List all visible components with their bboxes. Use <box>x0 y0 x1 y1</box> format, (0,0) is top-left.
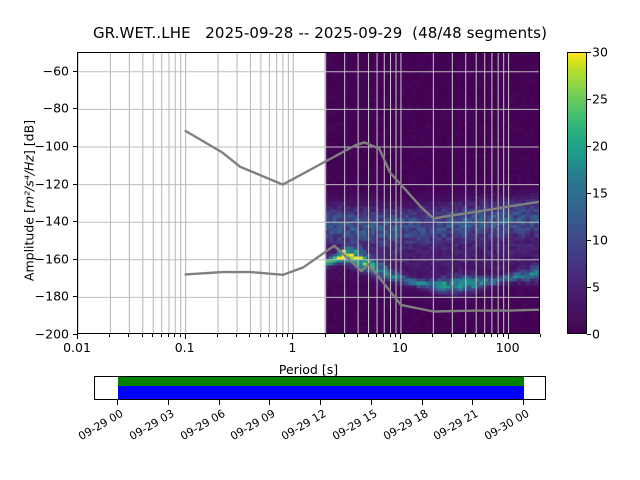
timeline-tick-label: 09-29 12 <box>279 407 329 443</box>
x-minor-tick <box>502 334 504 337</box>
x-minor-tick <box>281 334 283 337</box>
timeline-tick <box>320 400 321 405</box>
y-axis-label: Amplitude [m²/s⁴/Hz] [dB] <box>21 119 37 282</box>
timeline-tick-label: 09-29 21 <box>431 407 481 443</box>
x-major-tick <box>507 334 509 339</box>
x-minor-tick <box>389 334 391 337</box>
x-major-tick <box>184 334 186 339</box>
x-minor-tick <box>217 334 219 337</box>
x-minor-tick <box>376 334 378 337</box>
x-minor-tick <box>324 334 326 337</box>
noise-model-nlnm <box>184 244 539 313</box>
x-minor-tick <box>249 334 251 337</box>
colorbar-tick <box>587 287 591 288</box>
x-minor-tick <box>141 334 143 337</box>
x-minor-tick <box>275 334 277 337</box>
x-minor-tick <box>259 334 261 337</box>
noise-model-nhnm <box>184 129 539 220</box>
colorbar-tick-label: 20 <box>592 138 608 154</box>
x-minor-tick <box>160 334 162 337</box>
x-minor-tick <box>343 334 345 337</box>
x-minor-tick <box>383 334 385 337</box>
colorbar-tick <box>587 334 591 335</box>
x-minor-tick <box>483 334 485 337</box>
plot-clip <box>78 53 539 333</box>
timeline-tick <box>269 400 271 405</box>
colorbar-tick <box>587 193 591 194</box>
x-tick-label: 10 <box>391 340 408 355</box>
colorbar-tick-label: 30 <box>592 44 608 60</box>
timeline-psd-bar <box>118 386 524 399</box>
x-minor-tick <box>152 334 154 337</box>
x-major-tick <box>77 334 78 339</box>
ppsd-density-heatmap <box>78 53 539 333</box>
x-major-tick <box>292 334 294 339</box>
x-tick-label: 0.1 <box>174 340 195 355</box>
timeline-tick <box>218 400 220 405</box>
colorbar-tick-label: 10 <box>592 232 608 248</box>
timeline-data-bar <box>118 377 524 386</box>
y-major-tick <box>72 334 77 335</box>
colorbar-tick <box>587 240 591 241</box>
colorbar-tick <box>587 146 591 147</box>
timeline-tick-label: 09-30 00 <box>482 407 532 443</box>
timeline-tick-label: 09-29 03 <box>126 407 177 443</box>
timeline-tick-label: 09-29 06 <box>177 407 227 443</box>
timeline-tick-label: 09-29 15 <box>329 407 380 443</box>
x-tick-label: 100 <box>495 340 520 355</box>
colorbar-tick-label: 5 <box>592 279 600 295</box>
timeline-tick-label: 09-29 18 <box>380 407 430 443</box>
x-minor-tick <box>174 334 176 337</box>
plot-title: GR.WET..LHE 2025-09-28 -- 2025-09-29 (48… <box>92 24 548 42</box>
timeline-tick <box>421 400 423 405</box>
x-minor-tick <box>451 334 453 337</box>
x-minor-tick <box>367 334 369 337</box>
timeline-tick <box>370 400 372 405</box>
timeline-tick <box>167 400 169 405</box>
timeline-tick-label: 09-29 00 <box>76 407 126 443</box>
x-minor-tick <box>432 334 434 337</box>
x-minor-tick <box>540 334 541 337</box>
timeline-tick <box>117 400 118 405</box>
x-minor-tick <box>167 334 169 337</box>
x-minor-tick <box>287 334 289 337</box>
x-minor-tick <box>128 334 130 337</box>
x-tick-label: 1 <box>288 340 297 355</box>
timeline-axes <box>94 376 546 400</box>
y-axis-units-math: m²/s⁴/Hz <box>21 155 37 209</box>
timeline-tick-label: 09-29 09 <box>228 407 278 443</box>
colorbar-tick-label: 25 <box>592 91 608 107</box>
ppsd-axes <box>77 52 540 334</box>
timeline-tick <box>472 400 474 405</box>
colorbar-tick-label: 15 <box>592 185 608 201</box>
colorbar-tick-label: 0 <box>592 326 600 342</box>
colorbar-tick <box>587 52 591 53</box>
x-tick-label: 0.01 <box>63 340 91 355</box>
x-minor-tick <box>268 334 270 337</box>
x-minor-tick <box>497 334 499 337</box>
x-minor-tick <box>179 334 181 337</box>
grid-and-noise-models <box>78 53 539 333</box>
x-minor-tick <box>395 334 397 337</box>
colorbar-tick <box>587 99 591 100</box>
x-minor-tick <box>464 334 466 337</box>
x-major-tick <box>399 334 401 339</box>
x-minor-tick <box>490 334 492 337</box>
y-tick-label: −200 <box>34 326 69 342</box>
x-minor-tick <box>357 334 359 337</box>
x-axis-label: Period [s] <box>278 362 339 377</box>
x-minor-tick <box>236 334 237 337</box>
x-minor-tick <box>475 334 477 337</box>
colorbar <box>567 52 587 334</box>
timeline-tick <box>523 400 524 405</box>
x-minor-tick <box>109 334 111 337</box>
